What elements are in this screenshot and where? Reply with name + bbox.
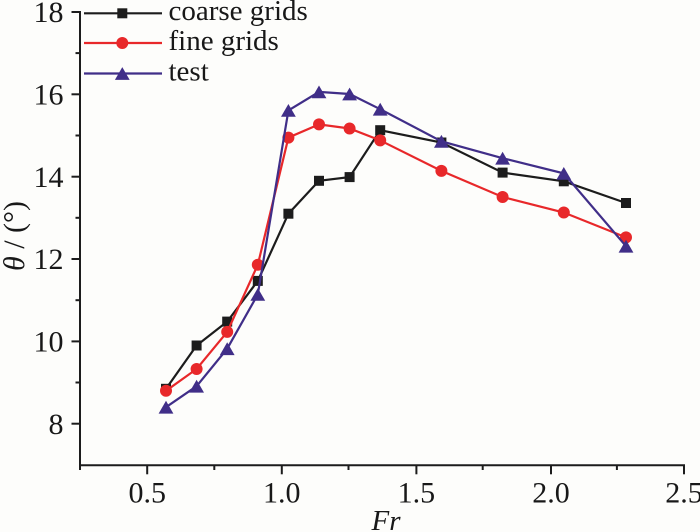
svg-text:14: 14 — [34, 161, 64, 194]
svg-text:18: 18 — [34, 0, 64, 29]
svg-text:θ / (°): θ / (°) — [0, 201, 31, 271]
svg-text:10: 10 — [34, 326, 64, 359]
svg-text:Fr: Fr — [371, 505, 402, 532]
svg-text:16: 16 — [34, 79, 64, 112]
svg-text:0.5: 0.5 — [128, 477, 166, 510]
svg-text:test: test — [169, 55, 209, 87]
svg-text:12: 12 — [34, 243, 64, 276]
svg-text:8: 8 — [49, 408, 64, 441]
svg-text:coarse grids: coarse grids — [169, 0, 308, 27]
svg-text:1.5: 1.5 — [398, 477, 436, 510]
svg-text:2.0: 2.0 — [532, 477, 570, 510]
svg-text:fine grids: fine grids — [169, 25, 279, 57]
svg-text:2.5: 2.5 — [665, 477, 700, 510]
svg-text:1.0: 1.0 — [263, 477, 301, 510]
